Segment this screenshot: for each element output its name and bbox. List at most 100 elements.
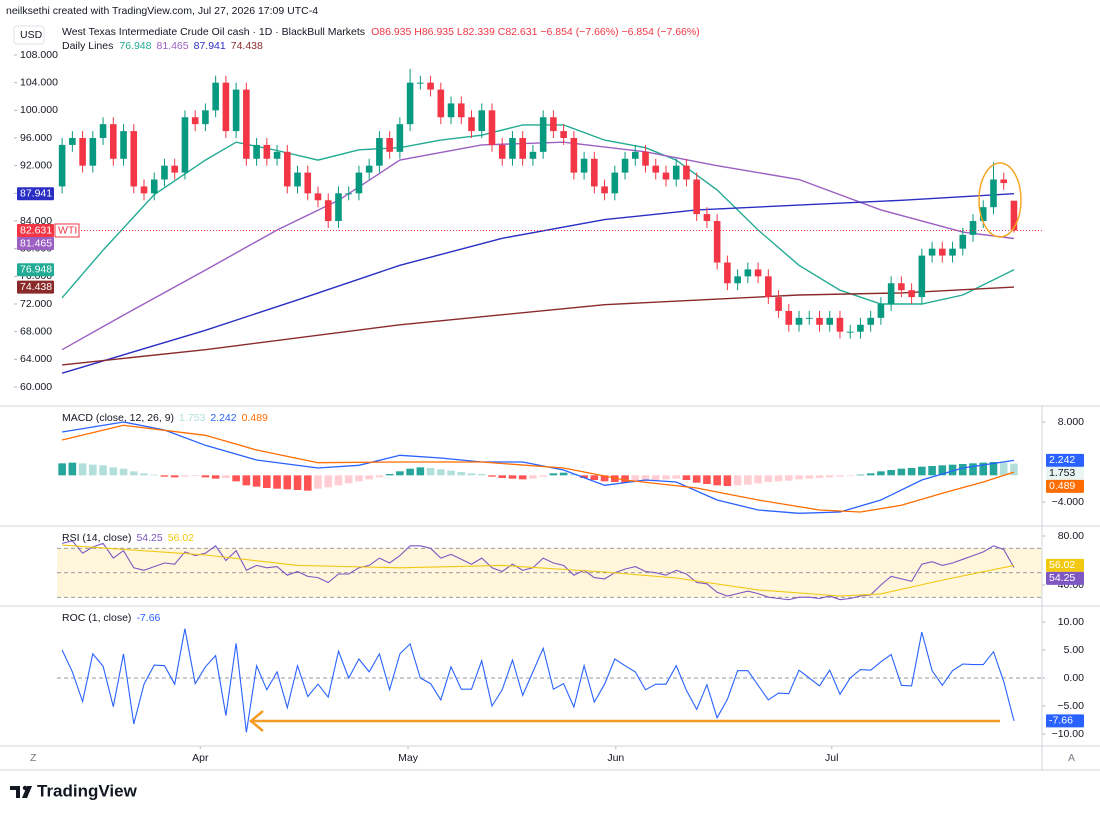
histogram-bar <box>416 467 425 476</box>
candle-body <box>519 138 526 159</box>
histogram-bar <box>570 474 578 476</box>
y-tick-label: 80.00 <box>1058 530 1084 542</box>
candle-body <box>79 138 86 166</box>
candle-body <box>437 89 445 118</box>
candle-body <box>969 221 977 235</box>
candle-body <box>345 193 352 195</box>
symbol-title: West Texas Intermediate Crude Oil cash ·… <box>62 26 365 38</box>
legend-value: 2.242 <box>210 412 236 424</box>
price-label: 76.948 <box>20 264 52 276</box>
candle-body <box>498 144 506 159</box>
candle-body <box>754 269 762 277</box>
histogram-bar <box>692 475 701 483</box>
candle-body <box>734 276 741 284</box>
candle-body <box>488 110 496 145</box>
candle-body <box>263 144 271 159</box>
candle-body <box>857 324 864 332</box>
histogram-bar <box>784 475 793 481</box>
y-tick-label: 96.000 <box>20 132 52 144</box>
y-tick-label: 10.00 <box>1058 616 1084 628</box>
candle-body <box>979 207 987 222</box>
candle-body <box>89 138 97 166</box>
legend-value: 56.02 <box>168 532 194 544</box>
candle-body <box>591 158 598 187</box>
pane-title: ROC (1, close) <box>62 612 131 624</box>
candle-body <box>355 172 363 194</box>
histogram-bar <box>222 475 230 478</box>
candle-body <box>775 297 782 311</box>
histogram-bar <box>805 475 814 479</box>
ohlc-values: O86.935 H86.935 L82.339 C82.631 −6.854 (… <box>371 26 700 38</box>
histogram-bar <box>559 472 568 476</box>
histogram-bar <box>958 464 967 476</box>
candle-body <box>417 82 424 84</box>
histogram-bar <box>68 462 77 476</box>
histogram-bar <box>293 475 302 490</box>
currency-button[interactable] <box>13 25 45 45</box>
histogram-bar <box>754 475 762 484</box>
candle-body <box>990 179 997 208</box>
price-label-box <box>17 280 54 294</box>
candle-body <box>376 138 383 166</box>
price-label-box <box>1046 479 1084 493</box>
histogram-bar <box>999 462 1008 476</box>
histogram-bar <box>140 473 148 476</box>
brand-name: TradingView <box>37 781 138 800</box>
histogram-bar <box>590 475 599 480</box>
candle-body <box>427 82 434 90</box>
histogram-bar <box>508 475 517 479</box>
candle-body <box>457 103 465 118</box>
y-tick-label: 60.000 <box>20 381 52 393</box>
candle-body <box>181 117 189 173</box>
histogram-bar <box>621 475 629 483</box>
candle-body <box>99 124 107 139</box>
histogram-bar <box>1010 463 1018 476</box>
candle-body <box>918 255 926 298</box>
histogram-bar <box>815 475 824 478</box>
histogram-bar <box>467 473 476 476</box>
histogram-bar <box>723 475 732 486</box>
histogram-bar <box>334 475 343 486</box>
histogram-bar <box>355 475 363 482</box>
legend-value: -7.66 <box>136 612 160 624</box>
histogram-bar <box>314 475 322 489</box>
histogram-bar <box>170 475 179 478</box>
y-tick-label: −4.000 <box>1052 496 1085 508</box>
candle-body <box>867 317 874 325</box>
histogram-bar <box>529 475 537 479</box>
histogram-bar <box>846 475 855 476</box>
currency[interactable]: USD <box>20 29 43 41</box>
candle-body <box>642 151 649 166</box>
candle-body <box>406 82 414 125</box>
histogram-bar <box>549 473 558 476</box>
histogram-bar <box>160 475 169 477</box>
histogram-bar <box>631 475 640 482</box>
y-tick-label: −10.00 <box>1052 728 1085 740</box>
auto-scale-button[interactable]: A <box>1068 752 1075 764</box>
candle-body <box>795 317 803 325</box>
candle-body <box>529 151 537 159</box>
y-tick-label: 72.000 <box>20 298 52 310</box>
candle-body <box>560 131 567 139</box>
x-tick-label: Jun <box>607 752 624 764</box>
candle-body <box>222 82 230 132</box>
price-label: 2.242 <box>1049 454 1075 466</box>
price-label: 87.941 <box>20 188 52 200</box>
zoom-button[interactable]: Z <box>30 752 37 764</box>
histogram-bar <box>795 475 803 480</box>
histogram-bar <box>78 463 87 476</box>
candle-body <box>631 151 639 159</box>
histogram-bar <box>385 474 394 476</box>
y-tick-label: 5.00 <box>1064 644 1085 656</box>
candle-body <box>365 165 373 173</box>
price-label: 81.465 <box>20 237 52 249</box>
x-tick-label: Jul <box>825 752 838 764</box>
symbol-label-box <box>54 223 80 238</box>
candle-body <box>150 179 158 194</box>
candle-body <box>212 82 219 111</box>
histogram-bar <box>836 475 844 477</box>
histogram-bar <box>375 475 384 478</box>
candle-body <box>253 144 260 159</box>
candle-body <box>539 117 547 152</box>
series-line <box>61 424 1015 513</box>
